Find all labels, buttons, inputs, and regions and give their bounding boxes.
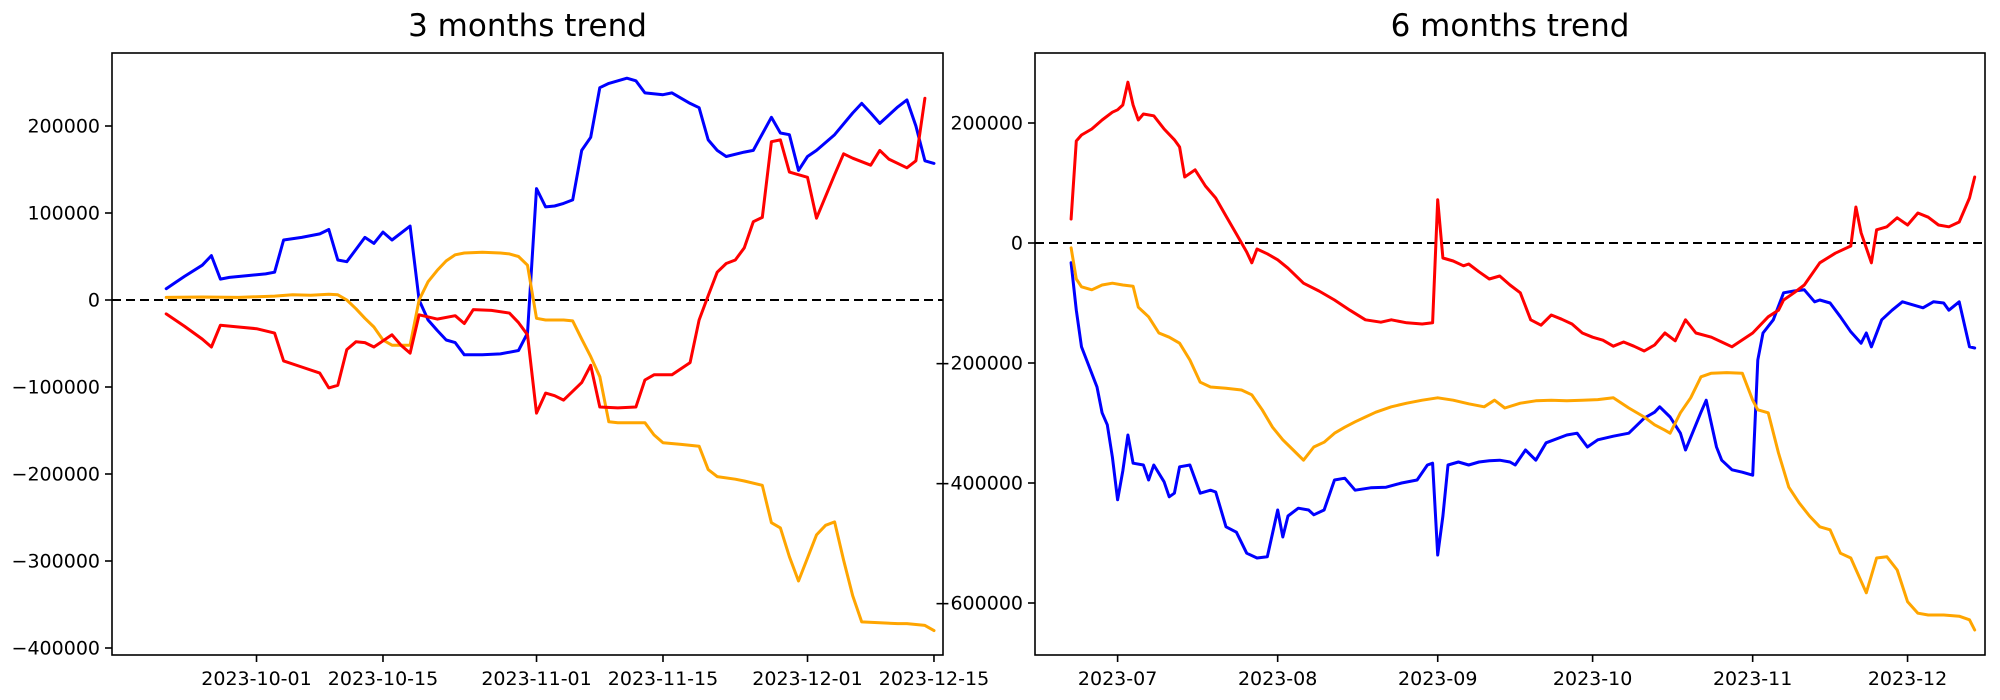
series-line-red-series bbox=[1069, 80, 1977, 353]
x-tick-label: 2023-10 bbox=[1553, 668, 1632, 690]
x-tick-label: 2023-09 bbox=[1398, 668, 1477, 690]
chart-title-3-months: 3 months trend bbox=[408, 8, 647, 44]
chart-title-6-months: 6 months trend bbox=[1390, 8, 1630, 44]
x-tick-label: 2023-11-15 bbox=[608, 668, 718, 690]
y-tick-label: −600000 bbox=[935, 593, 1023, 615]
series-line-blue-series bbox=[164, 76, 936, 357]
series-line-blue-series bbox=[1069, 261, 1977, 560]
x-tick-label: 2023-12-15 bbox=[879, 668, 989, 690]
x-tick-label: 2023-11 bbox=[1713, 668, 1792, 690]
y-tick-label: −300000 bbox=[12, 551, 100, 573]
x-tick-label: 2023-10-01 bbox=[201, 668, 311, 690]
y-tick-label: 200000 bbox=[950, 113, 1023, 135]
x-tick-label: 2023-08 bbox=[1238, 668, 1317, 690]
y-tick-label: −400000 bbox=[935, 473, 1023, 495]
x-tick-label: 2023-10-15 bbox=[328, 668, 438, 690]
x-tick-label: 2023-11-01 bbox=[481, 668, 591, 690]
x-tick-label: 2023-07 bbox=[1078, 668, 1157, 690]
series-line-orange-series bbox=[1069, 246, 1977, 632]
y-tick-label: 100000 bbox=[27, 203, 100, 225]
y-tick-label: −200000 bbox=[12, 464, 100, 486]
series-line-red-series bbox=[164, 96, 927, 415]
y-tick-label: −100000 bbox=[12, 377, 100, 399]
chart-0: 200000 100000 0 −100000 −200000 −300000 −40000… bbox=[12, 52, 989, 690]
y-tick-label: −400000 bbox=[12, 638, 100, 660]
y-tick-label: 200000 bbox=[27, 116, 100, 138]
y-tick-label: −200000 bbox=[935, 353, 1023, 375]
axes-spines bbox=[111, 52, 944, 656]
y-tick-label: 0 bbox=[1011, 233, 1023, 255]
axes-spines bbox=[1034, 52, 1986, 656]
x-tick-label: 2023-12 bbox=[1868, 668, 1947, 690]
x-tick-label: 2023-12-01 bbox=[752, 668, 862, 690]
series-line-orange-series bbox=[164, 250, 936, 633]
y-tick-label: 0 bbox=[88, 290, 100, 312]
chart-1: 200000 0 −200000 −400000 −600000 2023-07 2023-… bbox=[935, 52, 1986, 690]
